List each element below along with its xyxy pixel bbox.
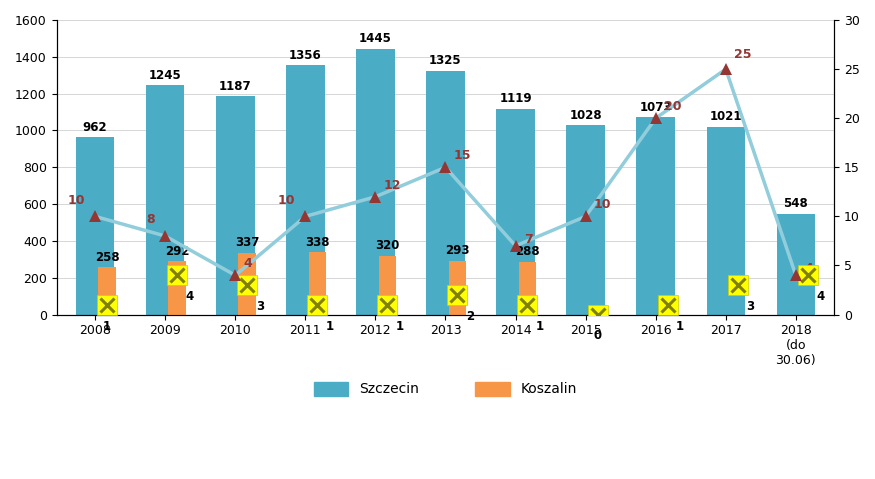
Bar [286,65,325,315]
Text: 10: 10 [277,194,295,206]
Text: 4: 4 [186,290,194,303]
Legend: Szczecin, Koszalin: Szczecin, Koszalin [308,376,583,402]
Text: 2: 2 [466,310,474,323]
Bar [76,137,115,315]
Text: 288: 288 [515,245,540,258]
Text: 1073: 1073 [640,101,672,114]
Bar [238,252,256,315]
Bar [379,256,396,315]
Text: 1119: 1119 [500,92,532,105]
Text: 337: 337 [235,236,259,249]
Text: 3: 3 [255,300,264,313]
Text: 7: 7 [524,233,533,246]
Bar [356,48,395,315]
Text: 548: 548 [783,197,808,210]
Text: 1: 1 [396,319,404,332]
Bar [496,109,535,315]
Text: 1028: 1028 [570,109,602,122]
Text: 8: 8 [146,213,155,226]
Text: 293: 293 [445,244,470,257]
Text: 320: 320 [375,240,400,252]
Text: 1445: 1445 [359,32,392,45]
Text: 1: 1 [536,319,544,332]
Text: 1325: 1325 [429,54,462,68]
Text: 962: 962 [83,121,108,134]
Bar [216,96,255,315]
Bar [777,214,816,315]
Text: 338: 338 [305,236,330,249]
Bar [168,261,186,315]
Text: 1356: 1356 [289,48,322,62]
Text: 1: 1 [676,319,684,332]
Text: 4: 4 [804,262,813,275]
Bar [449,261,466,315]
Text: 4: 4 [816,290,824,303]
Text: 0: 0 [593,330,602,342]
Text: 12: 12 [384,179,402,192]
Text: 4: 4 [244,257,253,271]
Text: 1245: 1245 [149,69,182,82]
Text: 15: 15 [454,149,472,162]
Text: 1187: 1187 [219,80,252,93]
Bar [98,267,116,315]
Text: 3: 3 [746,300,754,313]
Bar [426,70,465,315]
Bar [519,262,536,315]
Text: 25: 25 [734,48,752,61]
Text: 1: 1 [103,319,111,332]
Text: 258: 258 [94,251,119,264]
Bar [566,125,605,315]
Bar [309,252,326,315]
Bar [636,117,675,315]
Text: 20: 20 [664,100,682,114]
Text: 292: 292 [164,244,189,258]
Bar [706,126,745,315]
Bar [146,85,185,315]
Text: 10: 10 [594,198,612,212]
Text: 1021: 1021 [710,110,742,123]
Text: 10: 10 [67,194,85,206]
Text: 1: 1 [326,319,334,332]
